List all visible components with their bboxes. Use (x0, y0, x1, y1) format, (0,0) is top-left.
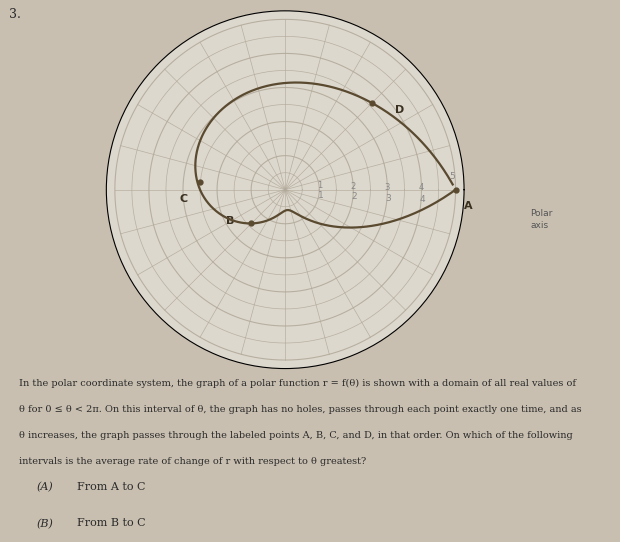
Text: 2: 2 (351, 182, 356, 191)
Text: In the polar coordinate system, the graph of a polar function r = f(θ) is shown : In the polar coordinate system, the grap… (19, 379, 575, 388)
Text: From A to C: From A to C (77, 481, 145, 492)
Text: A: A (464, 201, 473, 211)
Text: C: C (179, 193, 187, 204)
Text: (B): (B) (36, 519, 53, 529)
Text: 1: 1 (317, 182, 322, 190)
Text: θ increases, the graph passes through the labeled points A, B, C, and D, in that: θ increases, the graph passes through th… (19, 431, 572, 440)
Text: θ for 0 ≤ θ < 2π. On this interval of θ, the graph has no holes, passes through : θ for 0 ≤ θ < 2π. On this interval of θ,… (19, 405, 581, 414)
Text: 4: 4 (419, 183, 424, 192)
Text: 5: 5 (450, 172, 455, 180)
Text: Polar
axis: Polar axis (530, 209, 552, 230)
Text: 4: 4 (420, 195, 425, 204)
Text: From B to C: From B to C (77, 519, 146, 528)
Text: B: B (226, 216, 235, 226)
Text: 3: 3 (384, 183, 390, 192)
Text: 1: 1 (317, 191, 323, 200)
Text: 2: 2 (352, 192, 357, 202)
Text: 3.: 3. (9, 8, 21, 21)
Text: D: D (395, 105, 404, 114)
Text: (A): (A) (36, 481, 53, 492)
Text: 3: 3 (386, 193, 391, 203)
Text: intervals is the average rate of change of r with respect to θ greatest?: intervals is the average rate of change … (19, 457, 366, 466)
